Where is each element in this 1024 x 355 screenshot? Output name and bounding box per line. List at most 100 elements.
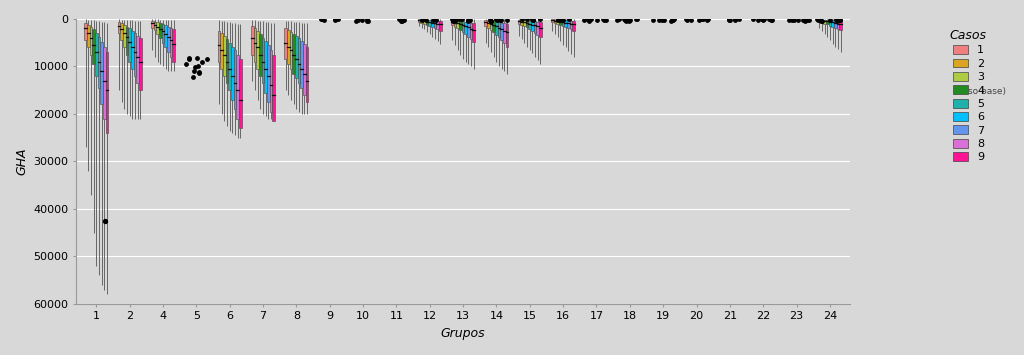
Point xyxy=(493,17,509,23)
Bar xyxy=(434,21,436,28)
Bar xyxy=(421,20,423,23)
Point xyxy=(488,17,505,22)
Point xyxy=(327,16,343,22)
Point xyxy=(750,17,766,23)
Point xyxy=(828,17,845,23)
Point xyxy=(756,16,772,22)
Point xyxy=(783,17,800,23)
X-axis label: Grupos: Grupos xyxy=(440,327,485,340)
Bar xyxy=(233,50,237,109)
Bar xyxy=(225,39,228,83)
Point xyxy=(577,17,593,23)
Point xyxy=(555,17,571,23)
Bar xyxy=(298,38,300,83)
Bar xyxy=(457,21,459,28)
Point xyxy=(525,17,542,23)
Point xyxy=(483,18,500,23)
Bar xyxy=(259,34,262,76)
Point xyxy=(348,18,365,23)
Bar xyxy=(531,21,534,31)
Bar xyxy=(551,20,554,22)
Bar xyxy=(262,38,264,83)
Point xyxy=(629,16,645,22)
Bar xyxy=(452,20,454,25)
Bar xyxy=(118,22,121,33)
Bar xyxy=(121,23,123,40)
Bar xyxy=(134,33,136,76)
Point xyxy=(616,17,633,23)
Point xyxy=(454,16,470,22)
Point xyxy=(560,16,577,22)
Point xyxy=(554,17,570,23)
Bar xyxy=(167,27,170,52)
Bar xyxy=(540,22,542,37)
Bar xyxy=(537,22,540,35)
Point xyxy=(514,16,530,22)
Bar xyxy=(95,33,97,76)
Point xyxy=(722,17,738,22)
Point xyxy=(425,17,441,23)
Point xyxy=(315,17,332,22)
Bar xyxy=(128,28,131,62)
Point xyxy=(799,17,815,23)
Point xyxy=(656,17,673,22)
Bar xyxy=(269,50,272,111)
Bar xyxy=(506,24,509,47)
Bar xyxy=(170,28,172,57)
Point xyxy=(628,16,644,22)
Point xyxy=(700,17,717,22)
Point xyxy=(727,17,743,23)
Bar xyxy=(256,31,259,69)
Bar xyxy=(826,20,828,24)
Point xyxy=(622,18,638,24)
Point xyxy=(396,17,413,23)
Point xyxy=(194,59,210,65)
Bar xyxy=(267,45,269,102)
Point xyxy=(315,17,332,23)
Bar xyxy=(520,20,523,25)
Point xyxy=(524,17,541,22)
Point xyxy=(721,17,737,22)
Bar xyxy=(84,23,87,40)
Bar xyxy=(231,47,233,100)
Bar xyxy=(426,20,428,25)
Bar xyxy=(518,20,520,23)
Point xyxy=(394,17,411,23)
Bar xyxy=(459,21,462,30)
Bar xyxy=(498,22,501,37)
Bar xyxy=(295,36,298,78)
Point xyxy=(682,17,698,23)
Bar xyxy=(239,59,242,128)
Point xyxy=(814,18,830,23)
Bar xyxy=(172,29,175,62)
Bar xyxy=(151,21,154,28)
Point xyxy=(328,17,344,22)
Bar xyxy=(285,28,287,59)
Point xyxy=(594,16,610,22)
Bar xyxy=(465,22,467,34)
Point xyxy=(189,55,206,61)
Point xyxy=(199,56,215,62)
Text: (caso base): (caso base) xyxy=(954,87,1007,96)
Point xyxy=(184,74,201,80)
Bar xyxy=(534,21,537,33)
Point xyxy=(810,16,826,22)
Point xyxy=(678,16,694,22)
Point xyxy=(96,218,113,224)
Point xyxy=(452,16,468,22)
Point xyxy=(764,17,780,23)
Bar xyxy=(572,21,575,31)
Bar xyxy=(223,36,225,76)
Bar xyxy=(487,21,489,28)
Point xyxy=(833,17,849,23)
Point xyxy=(354,17,371,22)
Bar xyxy=(454,20,457,27)
Bar xyxy=(218,31,220,62)
Bar xyxy=(237,55,239,119)
Point xyxy=(492,17,508,23)
Point xyxy=(447,17,464,23)
Bar xyxy=(306,47,308,102)
Point xyxy=(583,16,599,22)
Bar xyxy=(103,47,105,119)
Bar xyxy=(139,38,141,90)
